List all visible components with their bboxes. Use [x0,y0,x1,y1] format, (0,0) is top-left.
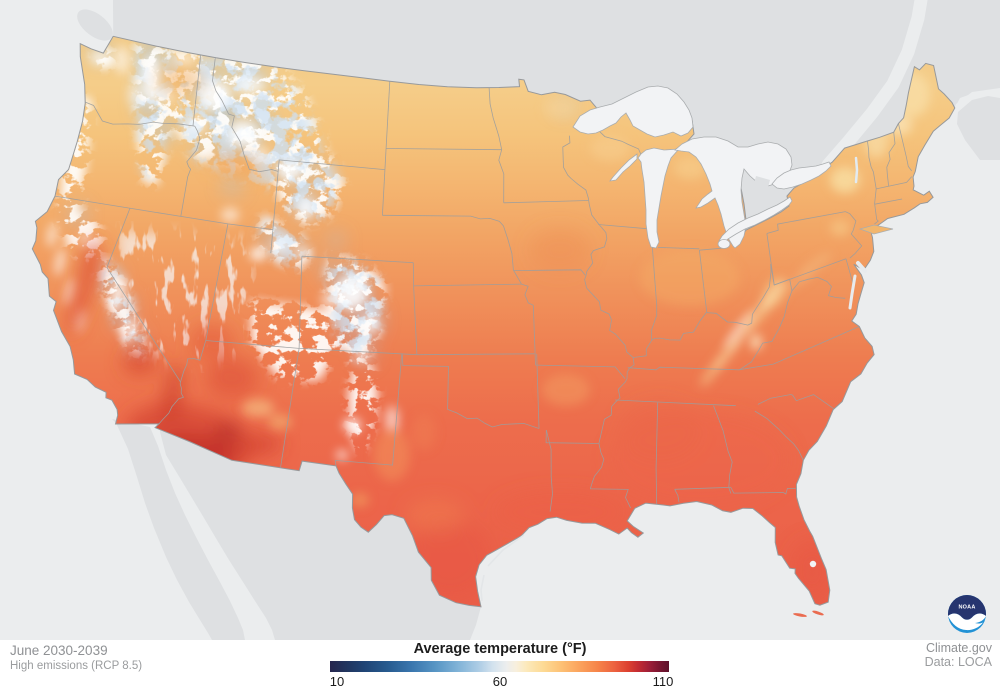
svg-text:NOAA: NOAA [959,605,976,611]
